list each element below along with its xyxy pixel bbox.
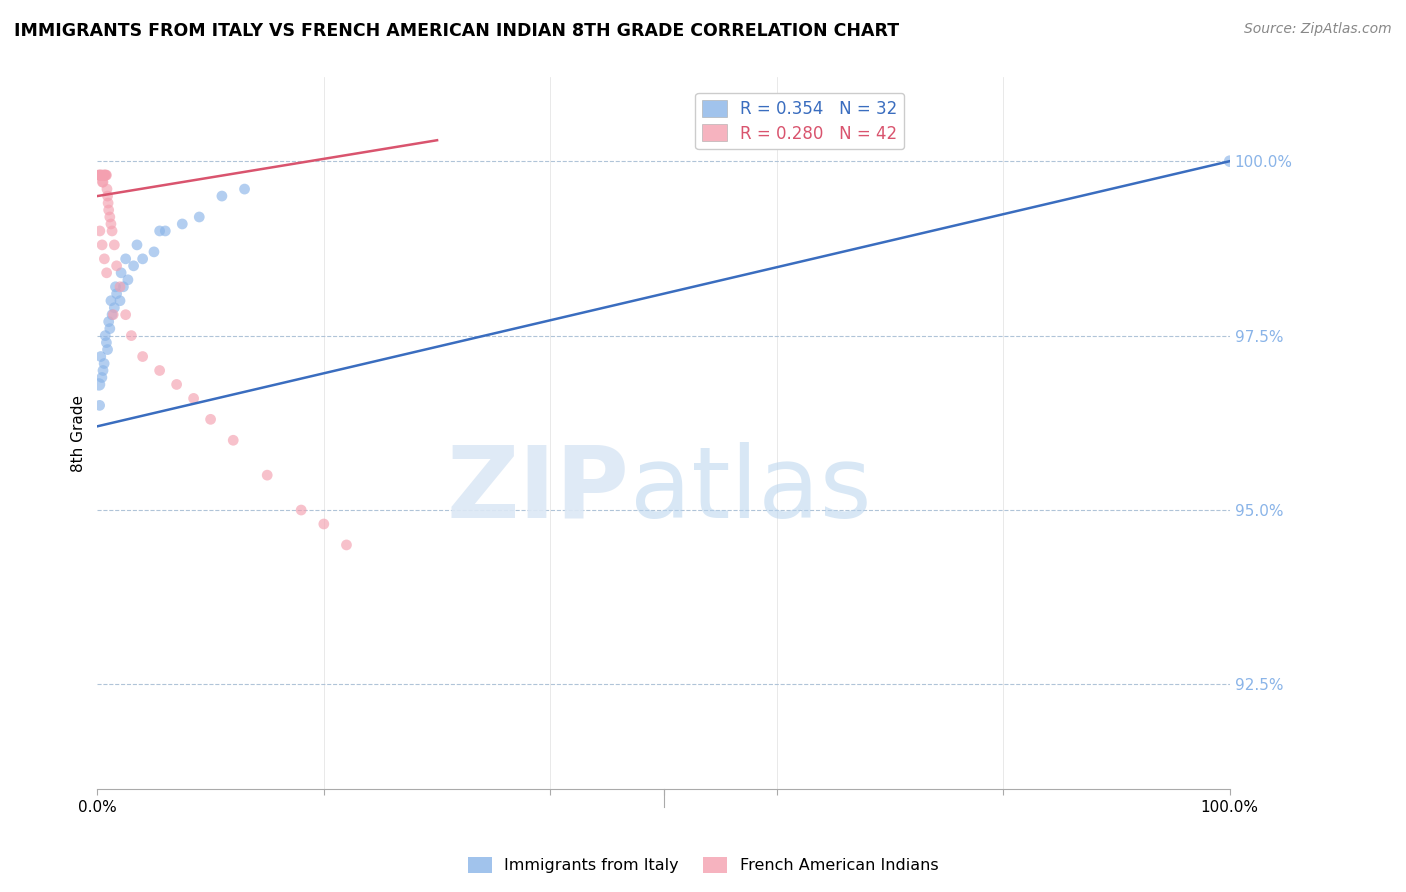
Point: [91, 175, 114, 189]
Point: [200, 412, 222, 426]
Point: [93, 252, 115, 266]
Point: [166, 377, 188, 392]
Point: [94, 168, 117, 182]
Point: [100, 217, 122, 231]
Point: [96, 335, 118, 350]
Point: [103, 238, 125, 252]
Point: [104, 279, 127, 293]
Text: atlas: atlas: [630, 442, 872, 539]
Point: [183, 392, 205, 406]
Point: [89, 224, 111, 238]
Point: [105, 286, 128, 301]
Point: [335, 538, 357, 552]
Point: [91, 238, 114, 252]
Point: [211, 189, 233, 203]
Point: [256, 468, 278, 483]
Point: [90, 168, 112, 182]
Point: [117, 273, 139, 287]
Point: [290, 503, 312, 517]
Point: [312, 516, 335, 531]
Point: [91, 175, 114, 189]
Point: [90, 350, 112, 364]
Legend: Immigrants from Italy, French American Indians: Immigrants from Italy, French American I…: [461, 850, 945, 880]
Point: [101, 224, 124, 238]
Point: [97, 196, 120, 211]
Point: [105, 259, 128, 273]
Point: [89, 168, 111, 182]
Point: [143, 244, 166, 259]
Point: [93, 168, 115, 182]
Point: [188, 210, 211, 224]
Point: [103, 308, 125, 322]
Point: [120, 328, 142, 343]
Point: [91, 363, 114, 377]
Point: [101, 308, 124, 322]
Text: IMMIGRANTS FROM ITALY VS FRENCH AMERICAN INDIAN 8TH GRADE CORRELATION CHART: IMMIGRANTS FROM ITALY VS FRENCH AMERICAN…: [14, 22, 900, 40]
Point: [131, 350, 153, 364]
Point: [98, 210, 121, 224]
Point: [149, 363, 172, 377]
Point: [108, 293, 131, 308]
Point: [89, 168, 111, 182]
Point: [87, 168, 110, 182]
Point: [93, 357, 115, 371]
Point: [94, 328, 117, 343]
Text: ZIP: ZIP: [447, 442, 630, 539]
Point: [103, 301, 125, 315]
Point: [90, 370, 112, 384]
Point: [222, 434, 245, 448]
Point: [100, 293, 122, 308]
Point: [108, 279, 131, 293]
Point: [114, 308, 136, 322]
Point: [94, 168, 117, 182]
Point: [90, 168, 112, 182]
Point: [89, 398, 111, 412]
Point: [233, 182, 256, 196]
Point: [114, 252, 136, 266]
Point: [96, 168, 118, 182]
Point: [97, 315, 120, 329]
Point: [98, 321, 121, 335]
Point: [155, 224, 177, 238]
Legend: R = 0.354   N = 32, R = 0.280   N = 42: R = 0.354 N = 32, R = 0.280 N = 42: [696, 93, 904, 149]
Point: [90, 168, 112, 182]
Point: [112, 279, 135, 293]
Point: [96, 343, 118, 357]
Point: [131, 252, 153, 266]
Point: [125, 238, 148, 252]
Point: [122, 259, 145, 273]
Point: [87, 377, 110, 392]
Point: [1219, 154, 1241, 169]
Point: [96, 189, 118, 203]
Point: [97, 202, 120, 217]
Point: [96, 266, 118, 280]
Point: [149, 224, 172, 238]
Point: [87, 168, 110, 182]
Point: [96, 182, 118, 196]
Y-axis label: 8th Grade: 8th Grade: [72, 395, 86, 472]
Point: [93, 168, 115, 182]
Text: Source: ZipAtlas.com: Source: ZipAtlas.com: [1244, 22, 1392, 37]
Point: [93, 168, 115, 182]
Point: [172, 217, 194, 231]
Point: [110, 266, 132, 280]
